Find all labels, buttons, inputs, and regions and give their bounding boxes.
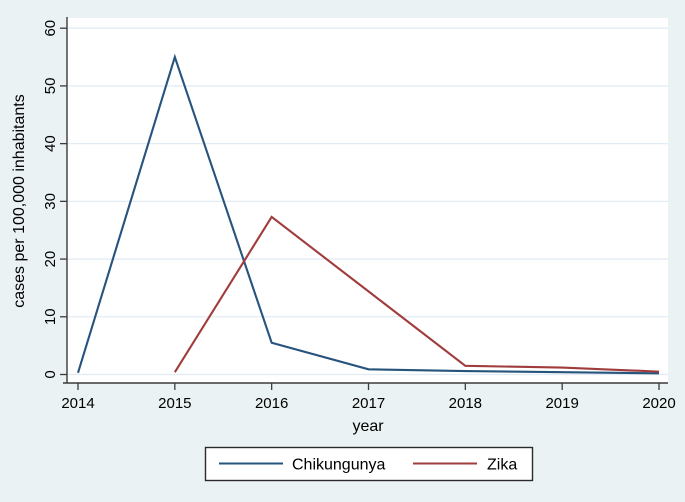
y-tick-label: 40 xyxy=(42,135,59,152)
x-tick-label: 2015 xyxy=(158,395,191,412)
x-axis-title: year xyxy=(352,418,384,435)
legend: Chikungunya Zika xyxy=(204,446,534,482)
x-tick-label: 2016 xyxy=(255,395,288,412)
y-axis-ticks xyxy=(60,27,67,376)
x-axis-ticks xyxy=(77,383,660,390)
y-tick-label: 60 xyxy=(42,20,59,37)
gridlines xyxy=(68,27,668,376)
series-lines xyxy=(76,53,660,375)
x-tick-label: 2014 xyxy=(61,395,94,412)
x-tick-label: 2018 xyxy=(449,395,482,412)
y-tick-label: 20 xyxy=(42,251,59,268)
y-tick-label: 10 xyxy=(42,308,59,325)
y-tick-label: 30 xyxy=(42,193,59,210)
x-tick-labels: 2014 2015 2016 2017 2018 2019 2020 xyxy=(61,395,675,412)
y-axis-title: cases per 100,000 inhabitants xyxy=(11,94,28,307)
legend-label-zika: Zika xyxy=(487,457,517,474)
y-tick-label: 50 xyxy=(42,78,59,95)
x-tick-label: 2017 xyxy=(352,395,385,412)
legend-label-chikungunya: Chikungunya xyxy=(292,457,386,474)
y-tick-labels: 0 10 20 30 40 50 60 xyxy=(42,20,59,379)
x-tick-label: 2020 xyxy=(642,395,675,412)
x-tick-label: 2019 xyxy=(545,395,578,412)
y-tick-label: 0 xyxy=(42,370,59,378)
plot-region-background xyxy=(67,18,668,383)
series-line-zika xyxy=(173,215,660,373)
series-line-chikungunya xyxy=(76,53,660,375)
